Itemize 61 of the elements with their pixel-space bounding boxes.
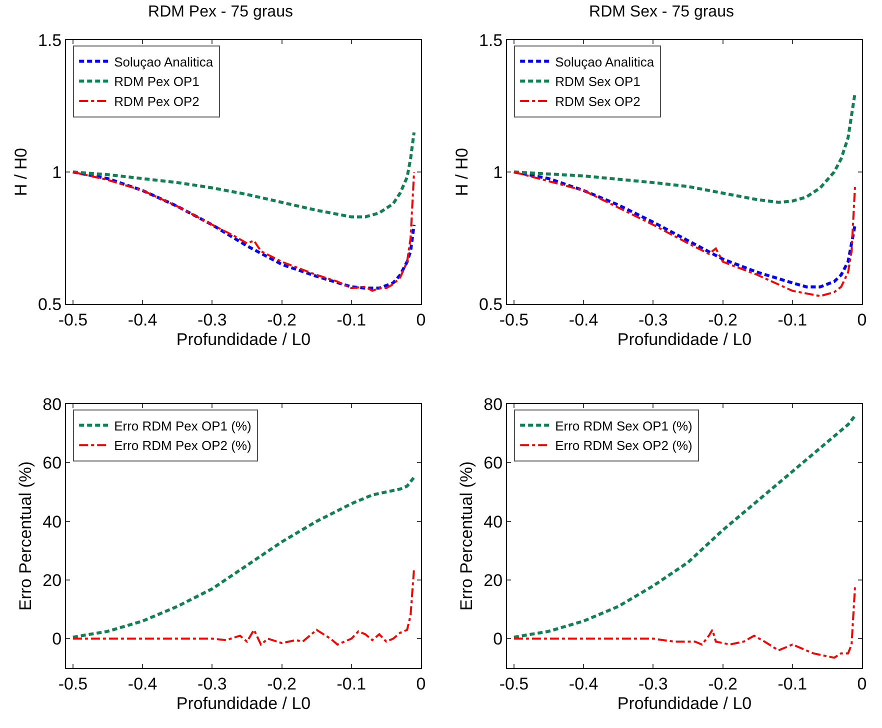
legend-label: Erro RDM Sex OP2 (%): [555, 438, 692, 454]
x-tick-label: -0.1: [336, 674, 366, 694]
x-axis-title: Profundidade / L0: [176, 694, 311, 713]
y-tick-label: 40: [484, 512, 503, 532]
x-tick-label: -0.1: [336, 310, 366, 330]
chart-title: RDM Sex - 75 graus: [589, 4, 734, 21]
y-tick-label: 60: [42, 454, 62, 473]
y-axis-title: H / H0: [452, 148, 472, 196]
y-tick-label: 1.5: [478, 30, 503, 50]
y-tick-label: 20: [42, 570, 62, 590]
x-tick-label: -0.1: [778, 310, 808, 330]
legend-label: RDM Sex OP2: [555, 94, 640, 110]
x-tick-label: -0.4: [568, 310, 598, 330]
x-tick-label: -0.2: [267, 310, 296, 330]
legend-label: RDM Pex OP2: [114, 94, 200, 110]
x-axis-title: Profundidade / L0: [617, 694, 752, 713]
legend-label: Soluçao Analitica: [555, 54, 655, 70]
x-tick-label: -0.4: [568, 674, 598, 694]
x-tick-label: -0.3: [198, 310, 227, 330]
y-tick-label: 80: [42, 394, 62, 414]
x-tick-label: 0: [416, 674, 426, 694]
legend-label: Erro RDM Pex OP2 (%): [114, 438, 252, 454]
legend-label: RDM Sex OP1: [555, 74, 640, 90]
x-tick-label: 0: [857, 310, 867, 330]
x-tick-label: -0.1: [778, 674, 808, 694]
y-tick-label: 0: [52, 630, 62, 649]
x-tick-label: -0.2: [708, 310, 738, 330]
line-series: [512, 584, 856, 659]
x-tick-label: -0.3: [638, 674, 668, 694]
legend-label: Erro RDM Sex OP1 (%): [555, 418, 692, 434]
legend-label: RDM Pex OP1: [114, 74, 200, 90]
line-series: [72, 567, 416, 646]
y-axis-title: H / H0: [12, 148, 31, 196]
line-series: [512, 414, 857, 639]
legend-label: Erro RDM Pex OP1 (%): [114, 418, 252, 434]
x-tick-label: 0: [857, 674, 867, 694]
line-series: [71, 476, 416, 639]
y-tick-label: 40: [42, 512, 62, 532]
y-tick-label: 20: [484, 570, 503, 590]
y-axis-title: Erro Percentual (%): [16, 461, 36, 611]
x-axis-title: Profundidade / L0: [617, 330, 752, 349]
y-axis-title: Erro Percentual (%): [457, 461, 476, 611]
x-tick-label: -0.3: [638, 310, 668, 330]
x-tick-label: -0.5: [499, 674, 529, 694]
x-tick-label: -0.2: [267, 674, 296, 694]
y-tick-label: 1: [493, 162, 503, 182]
y-tick-label: 80: [484, 394, 503, 414]
y-tick-label: 1.5: [38, 30, 62, 50]
x-axis-title: Profundidade / L0: [176, 330, 311, 349]
x-tick-label: -0.4: [128, 310, 158, 330]
y-tick-label: 1: [52, 162, 62, 182]
x-tick-label: -0.2: [708, 674, 738, 694]
y-tick-label: 60: [484, 454, 503, 473]
x-tick-label: -0.4: [128, 674, 158, 694]
chart-title: RDM Pex - 75 graus: [148, 4, 293, 21]
line-series: [71, 130, 416, 218]
x-tick-label: -0.5: [58, 674, 88, 694]
x-tick-label: -0.3: [198, 674, 227, 694]
legend-label: Soluçao Analitica: [114, 54, 214, 70]
x-tick-label: 0: [416, 310, 426, 330]
y-tick-label: 0: [493, 630, 503, 649]
